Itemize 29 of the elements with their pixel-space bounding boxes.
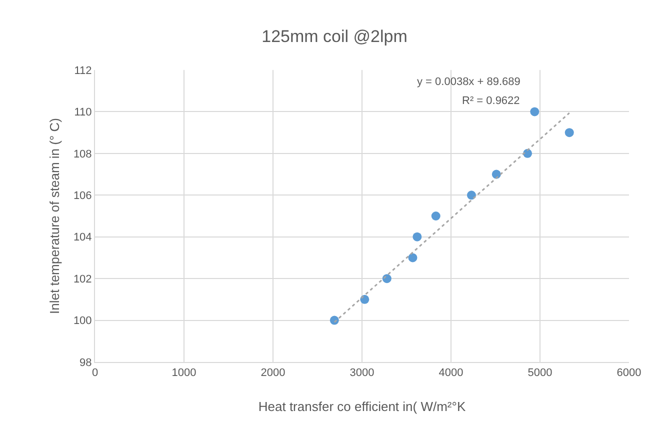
y-tick-label: 104 [73, 232, 92, 244]
chart-title: 125mm coil @2lpm [262, 27, 408, 46]
point [360, 294, 370, 304]
point [466, 190, 476, 200]
x-tick-label: 6000 [616, 367, 642, 380]
x-tick-label: 5000 [528, 367, 552, 380]
point [431, 212, 440, 220]
point [382, 274, 392, 284]
y-tick-label: 106 [73, 190, 92, 202]
x-tick-label: 0 [92, 367, 98, 380]
x-tick-label: 2000 [260, 367, 286, 380]
x-tick-label: 3000 [350, 367, 374, 380]
y-tick-label: 102 [73, 273, 92, 286]
y-tick-label: 110 [74, 106, 92, 119]
y-tick-label: 98 [80, 356, 92, 369]
y-tick-label: 112 [74, 64, 92, 77]
annotation: y = 0.0038x + 89.689 [417, 76, 520, 88]
y-tick-label: 108 [73, 148, 92, 160]
x-tick-label: 4000 [438, 367, 464, 380]
y-axis-title: Inlet temperature of steam in (° C) [47, 118, 62, 314]
y-tick-label: 100 [73, 315, 92, 328]
x-tick-label: 1000 [172, 367, 196, 380]
x-axis-title: Heat transfer co efficient in( W/m²°K [258, 399, 466, 414]
point [408, 253, 418, 262]
point [330, 316, 339, 325]
point [564, 128, 574, 138]
point [530, 107, 540, 116]
point [412, 232, 422, 242]
annotation: R² = 0.9622 [462, 95, 520, 107]
